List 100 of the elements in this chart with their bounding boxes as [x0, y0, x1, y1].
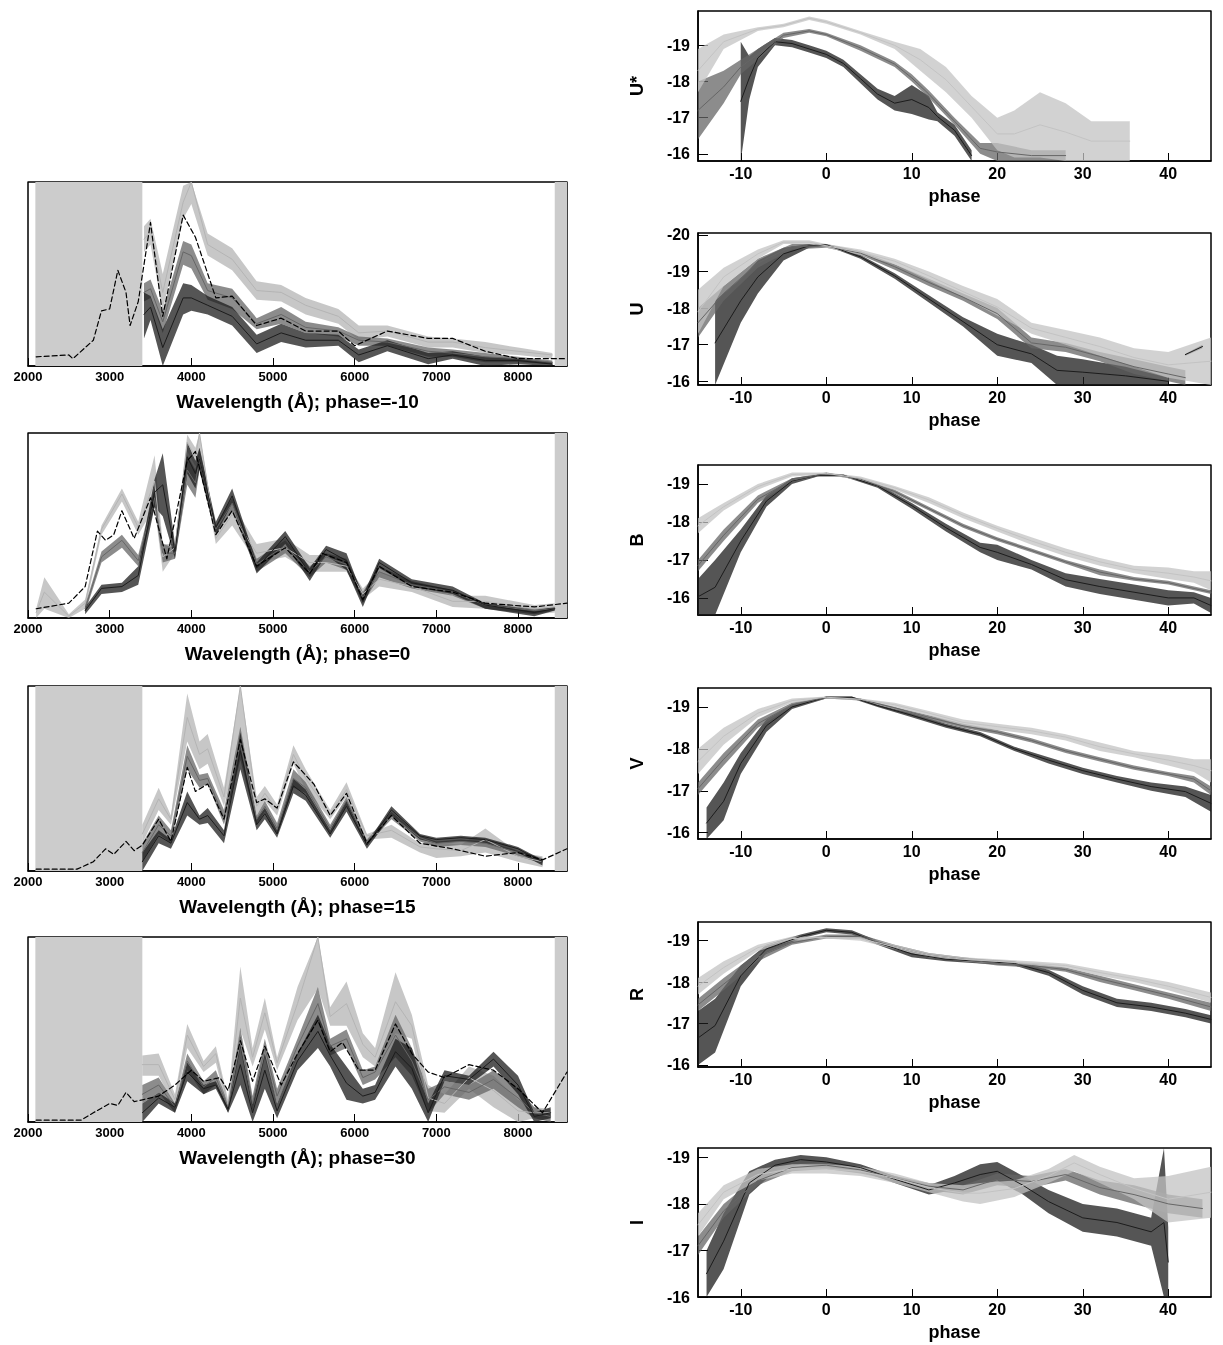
y-axis-title: U	[627, 302, 647, 316]
x-tick-label: 5000	[258, 369, 288, 384]
x-tick-label: 30	[1073, 842, 1092, 860]
x-tick-label: -10	[729, 1300, 753, 1318]
y-axis-title: R	[627, 988, 647, 1001]
x-tick-label: 4000	[176, 1125, 206, 1140]
y-tick-label: -16	[666, 145, 691, 163]
x-tick-label: 0	[821, 388, 831, 406]
x-tick-label: -10	[729, 618, 753, 636]
y-axis-title: I	[627, 1219, 647, 1226]
y-tick-label: -16	[666, 589, 691, 607]
x-tick-label: 0	[821, 1300, 831, 1318]
x-tick-label: 6000	[340, 369, 370, 384]
x-tick-label: 8000	[503, 369, 533, 384]
y-tick-label: -17	[666, 1241, 691, 1259]
x-tick-label: 30	[1073, 618, 1092, 636]
y-tick-label: -18	[666, 1195, 691, 1213]
x-tick-label: 10	[902, 1300, 921, 1318]
x-tick-label: 30	[1073, 164, 1092, 182]
x-axis-title: Wavelength (Å); phase=-10	[176, 391, 419, 412]
x-tick-label: 2000	[13, 369, 43, 384]
y-tick-label: -17	[666, 336, 691, 354]
x-tick-label: 10	[902, 842, 921, 860]
x-tick-label: 30	[1073, 388, 1092, 406]
x-tick-label: 7000	[421, 621, 451, 636]
x-axis-title: phase	[928, 1092, 981, 1112]
y-tick-label: -18	[666, 973, 691, 991]
y-tick-label: -17	[666, 109, 691, 127]
x-axis-title: Wavelength (Å); phase=15	[179, 896, 417, 917]
x-tick-label: 8000	[503, 1125, 533, 1140]
y-axis-title: B	[627, 533, 647, 547]
x-tick-label: 20	[988, 842, 1007, 860]
x-tick-label: 20	[988, 1300, 1007, 1318]
x-axis-title: phase	[928, 640, 981, 660]
x-tick-label: 40	[1159, 618, 1178, 636]
x-tick-label: 20	[988, 618, 1007, 636]
x-tick-label: 20	[988, 388, 1007, 406]
x-tick-label: 40	[1159, 1300, 1178, 1318]
x-tick-label: 10	[902, 618, 921, 636]
x-tick-label: -10	[729, 388, 753, 406]
x-tick-label: 0	[821, 164, 831, 182]
y-tick-label: -18	[666, 72, 691, 90]
x-tick-label: 5000	[258, 1125, 288, 1140]
x-tick-label: -10	[729, 1070, 753, 1088]
y-tick-label: -18	[666, 740, 691, 758]
x-tick-label: 6000	[340, 874, 370, 889]
x-axis-title: Wavelength (Å); phase=30	[179, 1147, 416, 1168]
y-tick-label: -16	[666, 1288, 691, 1306]
x-axis-title: phase	[928, 186, 981, 206]
x-tick-label: -10	[729, 842, 753, 860]
x-tick-label: 40	[1159, 388, 1178, 406]
x-tick-label: 8000	[503, 621, 533, 636]
x-tick-label: 10	[902, 1070, 921, 1088]
x-tick-label: 0	[821, 1070, 831, 1088]
x-tick-label: 40	[1159, 164, 1178, 182]
y-axis-title: V	[627, 757, 647, 770]
y-tick-label: -17	[666, 782, 691, 800]
y-tick-label: -18	[666, 513, 691, 531]
x-tick-label: 7000	[421, 874, 451, 889]
x-tick-label: 4000	[176, 369, 206, 384]
x-tick-label: 6000	[340, 1125, 370, 1140]
y-tick-label: -19	[666, 698, 691, 716]
x-tick-label: 20	[988, 164, 1007, 182]
y-tick-label: -16	[666, 1056, 691, 1074]
y-tick-label: -17	[666, 551, 691, 569]
x-tick-label: 3000	[95, 874, 125, 889]
x-tick-label: 30	[1073, 1300, 1092, 1318]
y-tick-label: -16	[666, 372, 691, 390]
x-tick-label: 30	[1073, 1070, 1092, 1088]
x-tick-label: 10	[902, 164, 921, 182]
x-tick-label: 5000	[258, 874, 288, 889]
x-tick-label: 10	[902, 388, 921, 406]
x-tick-label: 40	[1159, 842, 1178, 860]
x-axis-title: phase	[928, 1322, 981, 1342]
x-tick-label: 2000	[13, 1125, 43, 1140]
y-tick-label: -19	[666, 1148, 691, 1166]
x-axis-title: Wavelength (Å); phase=0	[184, 643, 411, 664]
x-tick-label: 3000	[95, 1125, 125, 1140]
x-tick-label: 5000	[258, 621, 288, 636]
x-tick-label: -10	[729, 164, 753, 182]
x-tick-label: 6000	[340, 621, 370, 636]
x-axis-title: phase	[928, 410, 981, 430]
y-tick-label: -17	[666, 1015, 691, 1032]
y-tick-label: -16	[666, 824, 691, 842]
x-tick-label: 4000	[176, 621, 206, 636]
x-tick-label: 7000	[421, 1125, 451, 1140]
y-tick-label: -19	[666, 262, 691, 280]
x-tick-label: 3000	[95, 621, 125, 636]
x-tick-label: 8000	[503, 874, 533, 889]
x-tick-label: 0	[821, 618, 831, 636]
x-tick-label: 40	[1159, 1070, 1178, 1088]
x-tick-label: 7000	[421, 369, 451, 384]
y-tick-label: -19	[666, 475, 691, 493]
x-tick-label: 4000	[176, 874, 206, 889]
y-axis-title: U*	[627, 75, 647, 97]
x-tick-label: 20	[988, 1070, 1007, 1088]
y-tick-label: -20	[666, 226, 691, 244]
y-tick-label: -19	[666, 932, 691, 950]
x-tick-label: 3000	[95, 369, 125, 384]
y-tick-label: -18	[666, 299, 691, 317]
